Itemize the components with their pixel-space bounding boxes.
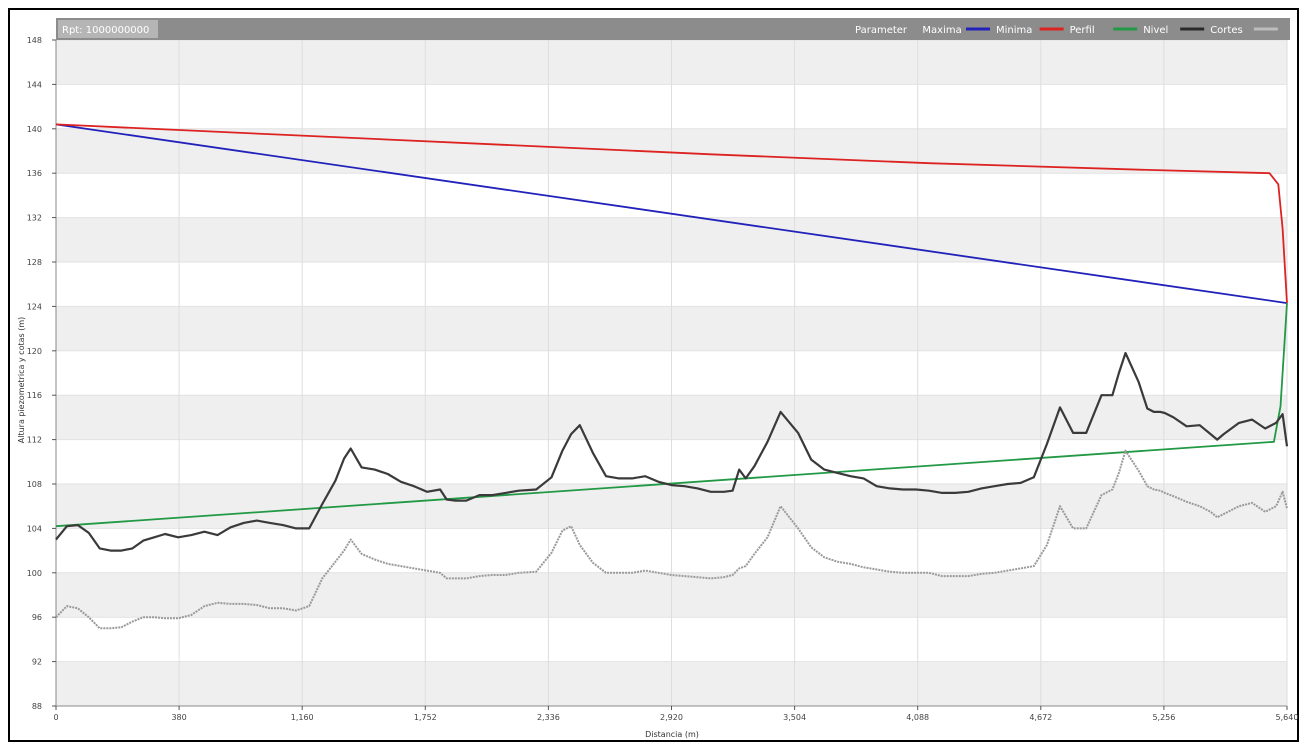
legend-label: Minima	[996, 25, 1032, 36]
y-tick-label: 100	[27, 569, 42, 578]
y-tick-label: 128	[27, 258, 42, 267]
y-tick-label: 120	[27, 347, 42, 356]
x-tick-label: 2,920	[660, 713, 683, 722]
x-tick-label: 0	[53, 713, 58, 722]
x-axis-label: Distancia (m)	[645, 730, 699, 739]
title-tab	[58, 20, 158, 38]
legend-label: Parameter	[855, 25, 908, 36]
y-tick-label: 108	[27, 480, 42, 489]
legend: Parameter Maxima Minima Perfil Nivel Cortes	[855, 25, 1278, 36]
chart-title: Rpt: 1000000000	[62, 25, 149, 36]
y-tick-label: 112	[27, 436, 42, 445]
y-tick-label: 92	[32, 658, 42, 667]
y-tick-label: 88	[32, 702, 42, 711]
x-tick-label: 1,752	[414, 713, 437, 722]
x-tick-label: 4,672	[1029, 713, 1052, 722]
y-axis-ticks: 88 92 96 100 104 108 112 116 120 124 128 132 136 140 1…	[27, 36, 56, 711]
x-tick-label: 5,640	[1276, 713, 1299, 722]
y-tick-label: 148	[27, 36, 42, 45]
legend-label: Nivel	[1143, 25, 1168, 36]
y-tick-label: 104	[27, 524, 42, 533]
series-line-maxima	[55, 123, 1288, 304]
chart-series	[55, 123, 1289, 630]
x-tick-label: 380	[171, 713, 186, 722]
x-tick-label: 2,336	[537, 713, 560, 722]
series-line-minima	[55, 123, 1288, 304]
x-axis-ticks: 0 380 1,160 1,752 2,336 2,920 3,504 4,088 4,672 5…	[53, 706, 1298, 722]
header-bar	[56, 18, 1290, 40]
x-tick-label: 3,504	[783, 713, 806, 722]
series-line-cortes	[55, 449, 1288, 630]
x-tick-label: 5,256	[1152, 713, 1175, 722]
y-tick-label: 140	[27, 125, 42, 134]
legend-label: Perfil	[1070, 25, 1095, 36]
legend-label: Cortes	[1210, 25, 1243, 36]
series-line-nivel	[55, 351, 1289, 552]
y-tick-label: 96	[32, 613, 42, 622]
y-tick-label: 144	[27, 80, 42, 89]
y-axis-label: Altura piezometrica y cotas (m)	[17, 317, 26, 444]
legend-label: Maxima	[922, 25, 961, 36]
y-tick-label: 116	[27, 391, 42, 400]
x-tick-label: 4,088	[906, 713, 929, 722]
x-tick-label: 1,160	[291, 713, 314, 722]
y-tick-label: 132	[27, 214, 42, 223]
y-tick-label: 136	[27, 169, 42, 178]
y-tick-label: 124	[27, 302, 42, 311]
